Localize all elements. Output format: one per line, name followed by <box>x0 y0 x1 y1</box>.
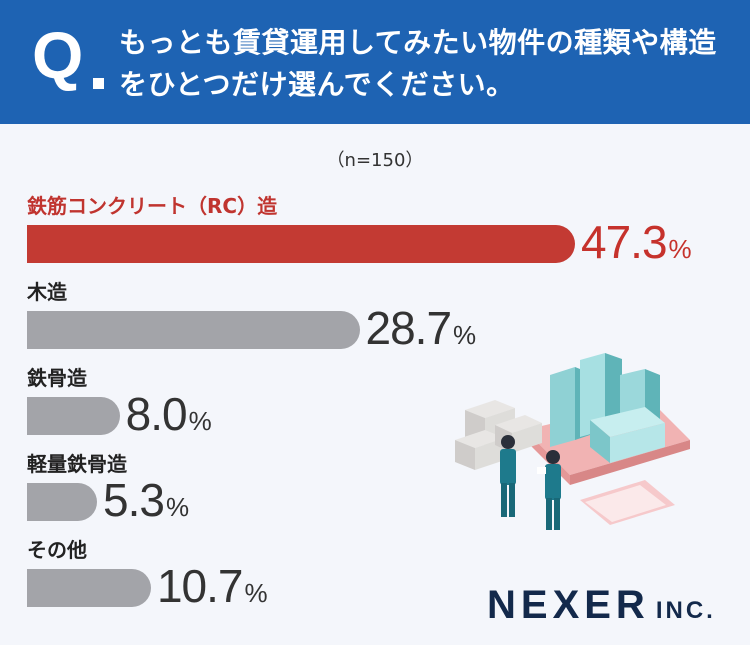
q-mark: Q <box>32 18 84 92</box>
office-buildings-illustration <box>455 353 690 530</box>
value-number: 8.0 <box>125 388 188 440</box>
value-label: 10.7% <box>157 559 268 613</box>
question-text: もっとも賃貸運用してみたい物件の種類や構造をひとつだけ選んでください。 <box>119 26 717 101</box>
question-header: Q もっとも賃貸運用してみたい物件の種類や構造をひとつだけ選んでください。 <box>0 0 750 124</box>
value-label: 8.0% <box>126 387 212 441</box>
value-number: 5.3 <box>103 474 165 526</box>
bar <box>27 311 360 349</box>
value-number: 28.7 <box>365 302 453 354</box>
nexer-logo: NEXER INC. <box>487 583 716 628</box>
value-label: 5.3% <box>103 473 189 527</box>
bar <box>27 225 575 263</box>
bar <box>27 569 151 607</box>
value-label: 47.3% <box>581 215 692 269</box>
bar <box>27 483 97 521</box>
category-label: その他 <box>27 538 87 562</box>
q-dot <box>93 78 104 89</box>
category-label: 鉄骨造 <box>27 366 87 390</box>
value-unit: % <box>165 492 190 522</box>
sample-size-note: （n=150） <box>326 150 424 171</box>
value-unit: % <box>668 234 692 264</box>
value-unit: % <box>453 320 477 350</box>
value-number: 47.3 <box>581 216 668 268</box>
value-unit: % <box>188 406 212 436</box>
value-unit: % <box>244 578 268 608</box>
logo-suffix: INC. <box>655 597 716 624</box>
category-label: 鉄筋コンクリート（RC）造 <box>27 194 278 218</box>
logo-name: NEXER <box>487 583 650 627</box>
category-label: 軽量鉄骨造 <box>27 452 127 476</box>
value-number: 10.7 <box>156 560 244 612</box>
value-label: 28.7% <box>366 301 477 355</box>
category-label: 木造 <box>27 280 67 304</box>
bar <box>27 397 120 435</box>
